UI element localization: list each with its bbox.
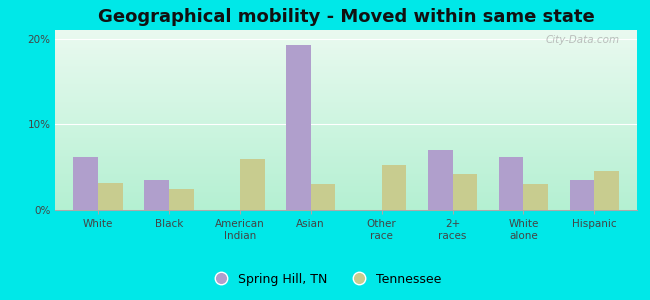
Bar (595, 171, 619, 210)
Text: City-Data.com: City-Data.com (545, 35, 619, 45)
Bar (569, 180, 595, 210)
Bar (73, 157, 98, 210)
Legend: Spring Hill, TN, Tennessee: Spring Hill, TN, Tennessee (203, 268, 447, 291)
Bar (286, 45, 311, 210)
Bar (428, 150, 452, 210)
Bar (240, 159, 265, 210)
Bar (499, 157, 523, 210)
Bar (523, 184, 549, 210)
Bar (311, 184, 335, 210)
Bar (169, 189, 194, 210)
Bar (144, 180, 169, 210)
Bar (382, 165, 406, 210)
Bar (452, 174, 477, 210)
Title: Geographical mobility - Moved within same state: Geographical mobility - Moved within sam… (98, 8, 595, 26)
Bar (98, 183, 123, 210)
